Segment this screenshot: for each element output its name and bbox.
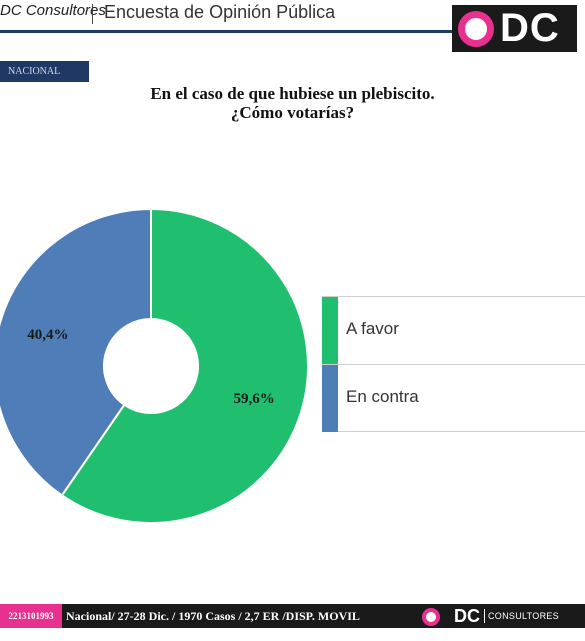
header-divider bbox=[92, 4, 93, 24]
data-label-contra: 40,4% bbox=[27, 327, 68, 343]
footer-phone: 2213101993 bbox=[0, 604, 62, 628]
donut-chart: 59,6% 40,4% bbox=[0, 207, 309, 524]
chart-title: En el caso de que hubiese un plebiscito.… bbox=[0, 84, 585, 122]
donut-slices bbox=[0, 207, 309, 524]
chart-title-line-2: ¿Cómo votarías? bbox=[230, 103, 355, 122]
slice-contra bbox=[0, 207, 152, 497]
footer-logo-text: DC bbox=[454, 606, 480, 626]
footer-logo-sub: CONSULTORES bbox=[488, 611, 559, 621]
footer-logo-divider bbox=[484, 609, 485, 623]
legend-swatch-contra bbox=[322, 365, 338, 432]
header-title: Encuesta de Opinión Pública bbox=[104, 2, 336, 22]
footer-logo-ring-icon bbox=[422, 608, 440, 626]
legend-swatch-favor bbox=[322, 297, 338, 364]
header: DC Consultores Encuesta de Opinión Públi… bbox=[0, 0, 585, 52]
logo-ring-icon bbox=[458, 11, 494, 47]
slice-favor bbox=[60, 207, 309, 524]
header-rule bbox=[0, 30, 452, 33]
footer-info: Nacional/ 27-28 Dic. / 1970 Casos / 2,7 … bbox=[66, 609, 360, 623]
legend-label-favor: A favor bbox=[346, 319, 399, 338]
chart-title-line-1: En el caso de que hubiese un plebiscito. bbox=[150, 84, 435, 103]
scope-badge: NACIONAL bbox=[0, 61, 89, 82]
footer: 2213101993 Nacional/ 27-28 Dic. / 1970 C… bbox=[0, 604, 585, 628]
chart-legend: A favor En contra bbox=[322, 296, 585, 432]
legend-item-contra: En contra bbox=[322, 364, 585, 432]
legend-label-contra: En contra bbox=[346, 387, 419, 406]
logo-text: DC bbox=[500, 6, 560, 50]
legend-item-favor: A favor bbox=[322, 297, 585, 364]
donut-labels: 59,6% 40,4% bbox=[27, 327, 275, 407]
brand-name: DC Consultores bbox=[0, 2, 106, 19]
data-label-favor: 59,6% bbox=[234, 391, 275, 407]
odc-logo: DC bbox=[452, 5, 577, 52]
